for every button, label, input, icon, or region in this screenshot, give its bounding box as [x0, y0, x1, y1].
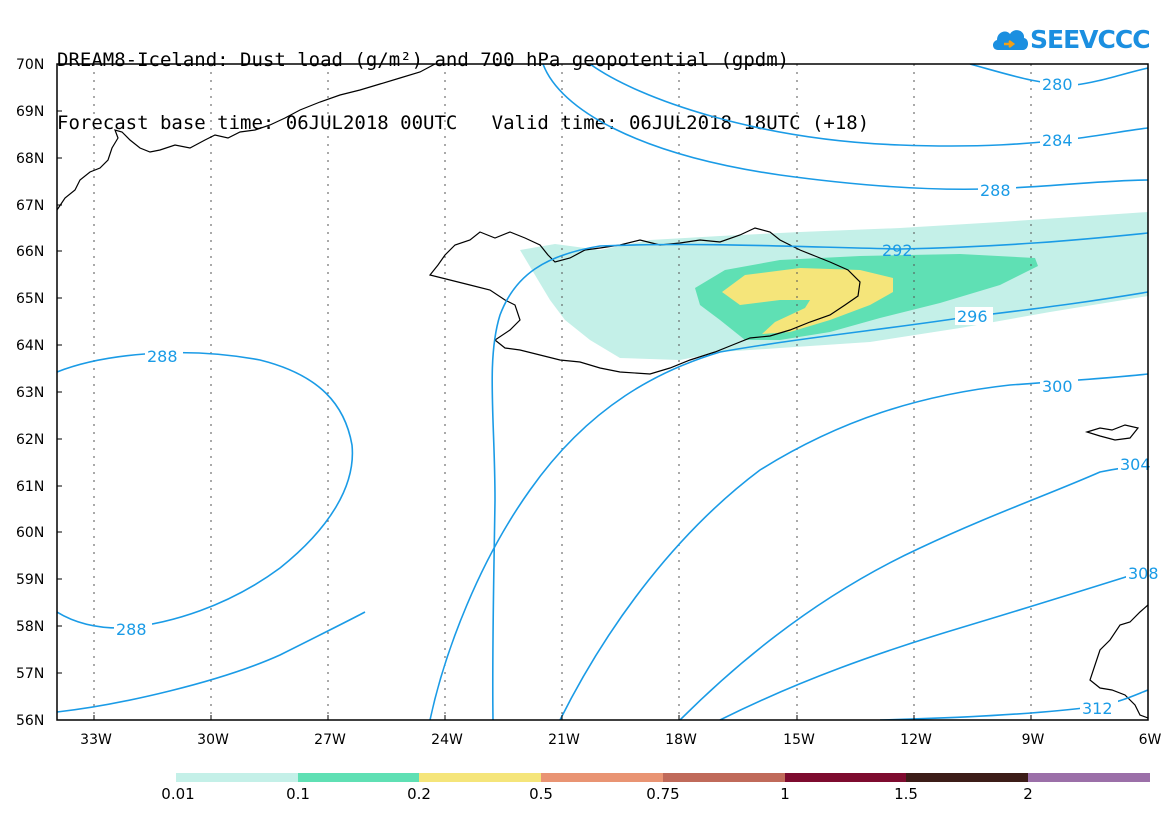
- lat-label: 62N: [16, 432, 44, 448]
- contour-label: 280: [1042, 75, 1073, 94]
- lat-label: 61N: [16, 479, 44, 495]
- colorbar-swatch: [298, 773, 419, 782]
- lat-label: 60N: [16, 525, 44, 541]
- lon-label: 9W: [1022, 732, 1045, 748]
- contour-312: [879, 689, 1148, 720]
- contour-288-south: [57, 611, 366, 713]
- axis-ticks: [57, 63, 1032, 720]
- lat-label: 57N: [16, 666, 44, 682]
- lon-label: 24W: [431, 732, 463, 748]
- contour-292: [491, 232, 1148, 720]
- contour-308: [719, 569, 1148, 720]
- map-frame: [56, 63, 1149, 721]
- contour-label: 284: [1042, 131, 1073, 150]
- colorbar-label: 2: [1023, 785, 1033, 803]
- lon-label: 30W: [197, 732, 229, 748]
- coastlines: [57, 64, 1148, 719]
- contour-label: 292: [882, 241, 913, 260]
- lon-label: 21W: [548, 732, 580, 748]
- colorbar-label: 0.5: [529, 785, 553, 803]
- longitude-labels: 33W 30W 27W 24W 21W 18W 15W 12W 9W 6W: [80, 732, 1161, 748]
- colorbar-label: 0.75: [646, 785, 679, 803]
- cloud-icon: [992, 30, 1029, 50]
- lat-label: 68N: [16, 151, 44, 167]
- contour-296: [429, 291, 1148, 720]
- contour-304: [679, 464, 1148, 720]
- contour-label: 308: [1128, 564, 1159, 583]
- lat-label: 65N: [16, 291, 44, 307]
- lon-label: 27W: [314, 732, 346, 748]
- title-line-2: Forecast base time: 06JUL2018 00UTC Vali…: [57, 112, 870, 134]
- colorbar-swatch: [906, 773, 1028, 782]
- contour-labels: 280 284 288 292 296 300 304 308 312 288 …: [114, 75, 1159, 718]
- contour-label: 312: [1082, 699, 1113, 718]
- lat-label: 70N: [16, 57, 44, 73]
- lon-label: 33W: [80, 732, 112, 748]
- colorbar-label: 0.2: [407, 785, 431, 803]
- contour-284: [589, 64, 1148, 147]
- lat-label: 69N: [16, 104, 44, 120]
- colorbar-swatch: [419, 773, 541, 782]
- iceland-coast: [428, 227, 861, 375]
- lat-label: 58N: [16, 619, 44, 635]
- contour-label: 288: [980, 181, 1011, 200]
- lat-label: 64N: [16, 338, 44, 354]
- dust-level-0.2: [722, 268, 893, 334]
- lat-label: 63N: [16, 385, 44, 401]
- lon-label: 12W: [900, 732, 932, 748]
- colorbar-label: 1.5: [894, 785, 918, 803]
- greenland-coast: [57, 64, 436, 211]
- map-title: DREAM8-Iceland: Dust load (g/m²) and 700…: [57, 8, 869, 155]
- lat-label: 56N: [16, 713, 44, 729]
- lat-label: 67N: [16, 198, 44, 214]
- scotland-coast: [1089, 604, 1148, 719]
- contour-label: 296: [957, 307, 988, 326]
- contour-label: 288: [147, 347, 178, 366]
- colorbar: 0.01 0.1 0.2 0.5 0.75 1 1.5 2: [161, 773, 1150, 803]
- lon-label: 15W: [783, 732, 815, 748]
- lon-label: 18W: [665, 732, 697, 748]
- logo-text: SEEVCCC: [1030, 25, 1151, 54]
- graticule: [93, 64, 1032, 720]
- contour-label: 300: [1042, 377, 1073, 396]
- colorbar-swatch: [663, 773, 785, 782]
- contour-288-west: [57, 351, 354, 629]
- colorbar-label: 0.01: [161, 785, 194, 803]
- geopotential-contours: [57, 64, 1148, 720]
- lon-label: 6W: [1139, 732, 1162, 748]
- contour-300: [559, 373, 1148, 720]
- colorbar-swatch: [541, 773, 663, 782]
- contour-label: 288: [116, 620, 147, 639]
- seevccc-logo: SEEVCCC: [990, 22, 1170, 58]
- colorbar-label: 1: [780, 785, 790, 803]
- colorbar-swatch: [785, 773, 906, 782]
- latitude-labels: 70N 69N 68N 67N 66N 65N 64N 63N 62N 61N …: [16, 57, 44, 729]
- title-line-1: DREAM8-Iceland: Dust load (g/m²) and 700…: [57, 49, 790, 71]
- lat-label: 59N: [16, 572, 44, 588]
- lat-label: 66N: [16, 244, 44, 260]
- colorbar-label: 0.1: [286, 785, 310, 803]
- contour-288-north: [542, 64, 1148, 191]
- contour-label: 304: [1120, 455, 1151, 474]
- dust-load-shading: [520, 212, 1148, 360]
- faroe-islands: [1084, 424, 1140, 441]
- colorbar-swatch: [1028, 773, 1150, 782]
- colorbar-swatch: [176, 773, 298, 782]
